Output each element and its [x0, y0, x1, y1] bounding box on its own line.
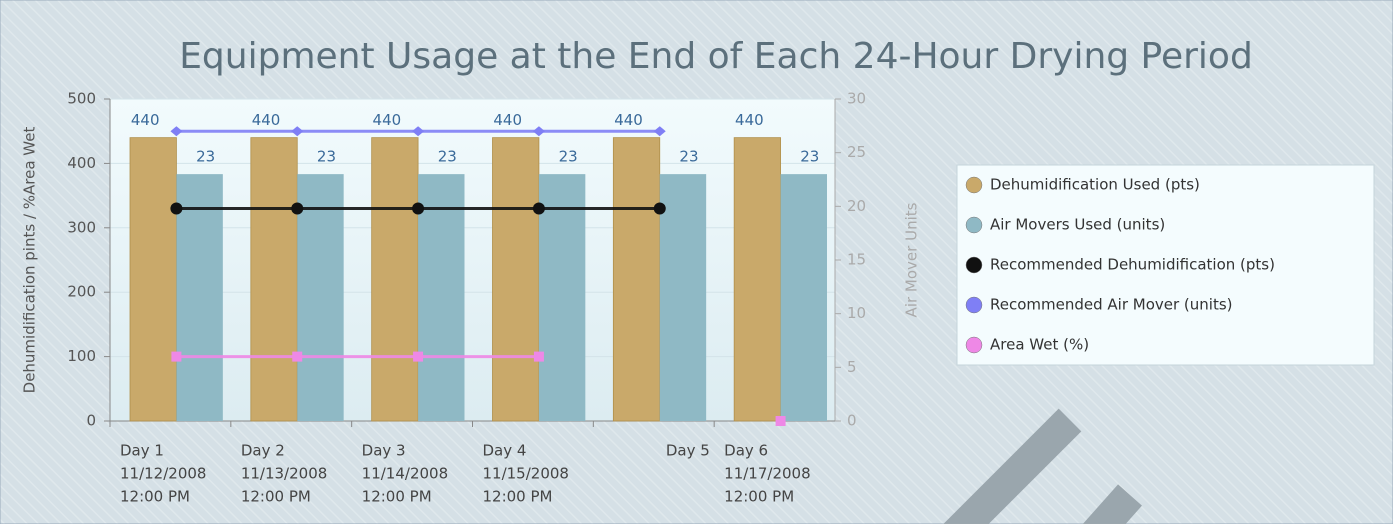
y-axis-label: Dehumidification pints / %Area Wet — [21, 127, 39, 394]
x-tick-label: Day 6 — [724, 442, 768, 460]
y-tick-label: 200 — [67, 283, 96, 301]
x-tick-label: 11/12/2008 — [120, 465, 206, 483]
x-tick-label: 12:00 PM — [241, 488, 311, 506]
data-label: 440 — [373, 111, 402, 129]
line-marker — [292, 351, 303, 362]
bar — [297, 174, 344, 421]
y-tick-label: 300 — [67, 218, 96, 236]
legend-label: Area Wet (%) — [990, 336, 1089, 354]
y2-tick-label: 5 — [847, 358, 857, 376]
data-label: 23 — [438, 148, 457, 166]
line-marker — [170, 202, 183, 215]
bar — [659, 174, 707, 421]
x-tick-label: 11/13/2008 — [241, 465, 327, 483]
x-tick-label: 12:00 PM — [362, 488, 432, 506]
y2-tick-label: 15 — [847, 251, 866, 269]
bar — [492, 137, 540, 422]
y2-tick-label: 25 — [847, 143, 866, 161]
line-marker — [291, 202, 304, 215]
data-label: 440 — [614, 111, 643, 129]
chart-title: Equipment Usage at the End of Each 24-Ho… — [179, 36, 1253, 77]
data-label: 23 — [679, 148, 698, 166]
x-tick-label: Day 3 — [362, 442, 406, 460]
data-label: 440 — [493, 111, 522, 129]
bar — [371, 137, 419, 422]
bar — [418, 174, 465, 421]
bar — [538, 174, 586, 421]
line-marker — [532, 202, 545, 215]
data-label: 23 — [317, 148, 336, 166]
line-marker — [413, 351, 424, 362]
line-marker — [775, 416, 786, 426]
legend-label: Recommended Air Mover (units) — [990, 296, 1233, 314]
line-marker — [412, 202, 425, 215]
y2-axis-label: Air Mover Units — [903, 202, 921, 317]
x-tick-label: 12:00 PM — [120, 488, 190, 506]
data-label: 440 — [735, 111, 764, 129]
data-label: 23 — [800, 148, 819, 166]
data-label: 440 — [131, 111, 160, 129]
x-tick-label: Day 5 — [666, 442, 710, 460]
data-label: 23 — [196, 148, 215, 166]
x-tick-label: 12:00 PM — [483, 488, 553, 506]
decoration — [1082, 484, 1142, 524]
legend — [956, 164, 1375, 366]
data-label: 23 — [559, 148, 578, 166]
line-marker — [291, 126, 304, 137]
y2-tick-label: 0 — [847, 412, 857, 430]
legend-marker — [965, 256, 983, 274]
y2-tick-label: 10 — [847, 304, 866, 322]
legend-label: Dehumidification Used (pts) — [990, 176, 1200, 194]
x-tick-label: 11/15/2008 — [483, 465, 569, 483]
y-tick-label: 400 — [67, 154, 96, 172]
y-tick-label: 500 — [67, 90, 96, 108]
y-tick-label: 0 — [86, 412, 96, 430]
legend-marker — [965, 216, 983, 234]
line-marker — [533, 351, 544, 362]
line-marker — [653, 126, 666, 137]
bar — [733, 137, 781, 422]
bar — [129, 137, 177, 422]
bar — [176, 174, 223, 421]
x-tick-label: Day 2 — [241, 442, 285, 460]
line-marker — [170, 126, 183, 137]
legend-label: Air Movers Used (units) — [990, 216, 1165, 234]
x-tick-label: 11/17/2008 — [724, 465, 810, 483]
bar — [612, 137, 661, 422]
y2-tick-label: 20 — [847, 197, 866, 215]
line-marker — [412, 126, 425, 137]
x-tick-label: Day 4 — [483, 442, 527, 460]
x-tick-label: 12:00 PM — [724, 488, 794, 506]
legend-label: Recommended Dehumidification (pts) — [990, 256, 1275, 274]
line-marker — [653, 202, 666, 215]
bar — [250, 137, 298, 422]
bar — [780, 174, 827, 421]
line-marker — [532, 126, 545, 137]
legend-marker — [965, 176, 983, 194]
decoration — [943, 408, 1082, 524]
legend-marker — [965, 296, 983, 314]
data-label: 440 — [252, 111, 281, 129]
line-marker — [171, 351, 182, 362]
x-tick-label: 11/14/2008 — [362, 465, 448, 483]
y2-tick-label: 30 — [847, 90, 866, 108]
y-tick-label: 100 — [67, 347, 96, 365]
plot-area — [110, 99, 835, 421]
legend-marker — [965, 336, 983, 354]
x-tick-label: Day 1 — [120, 442, 164, 460]
